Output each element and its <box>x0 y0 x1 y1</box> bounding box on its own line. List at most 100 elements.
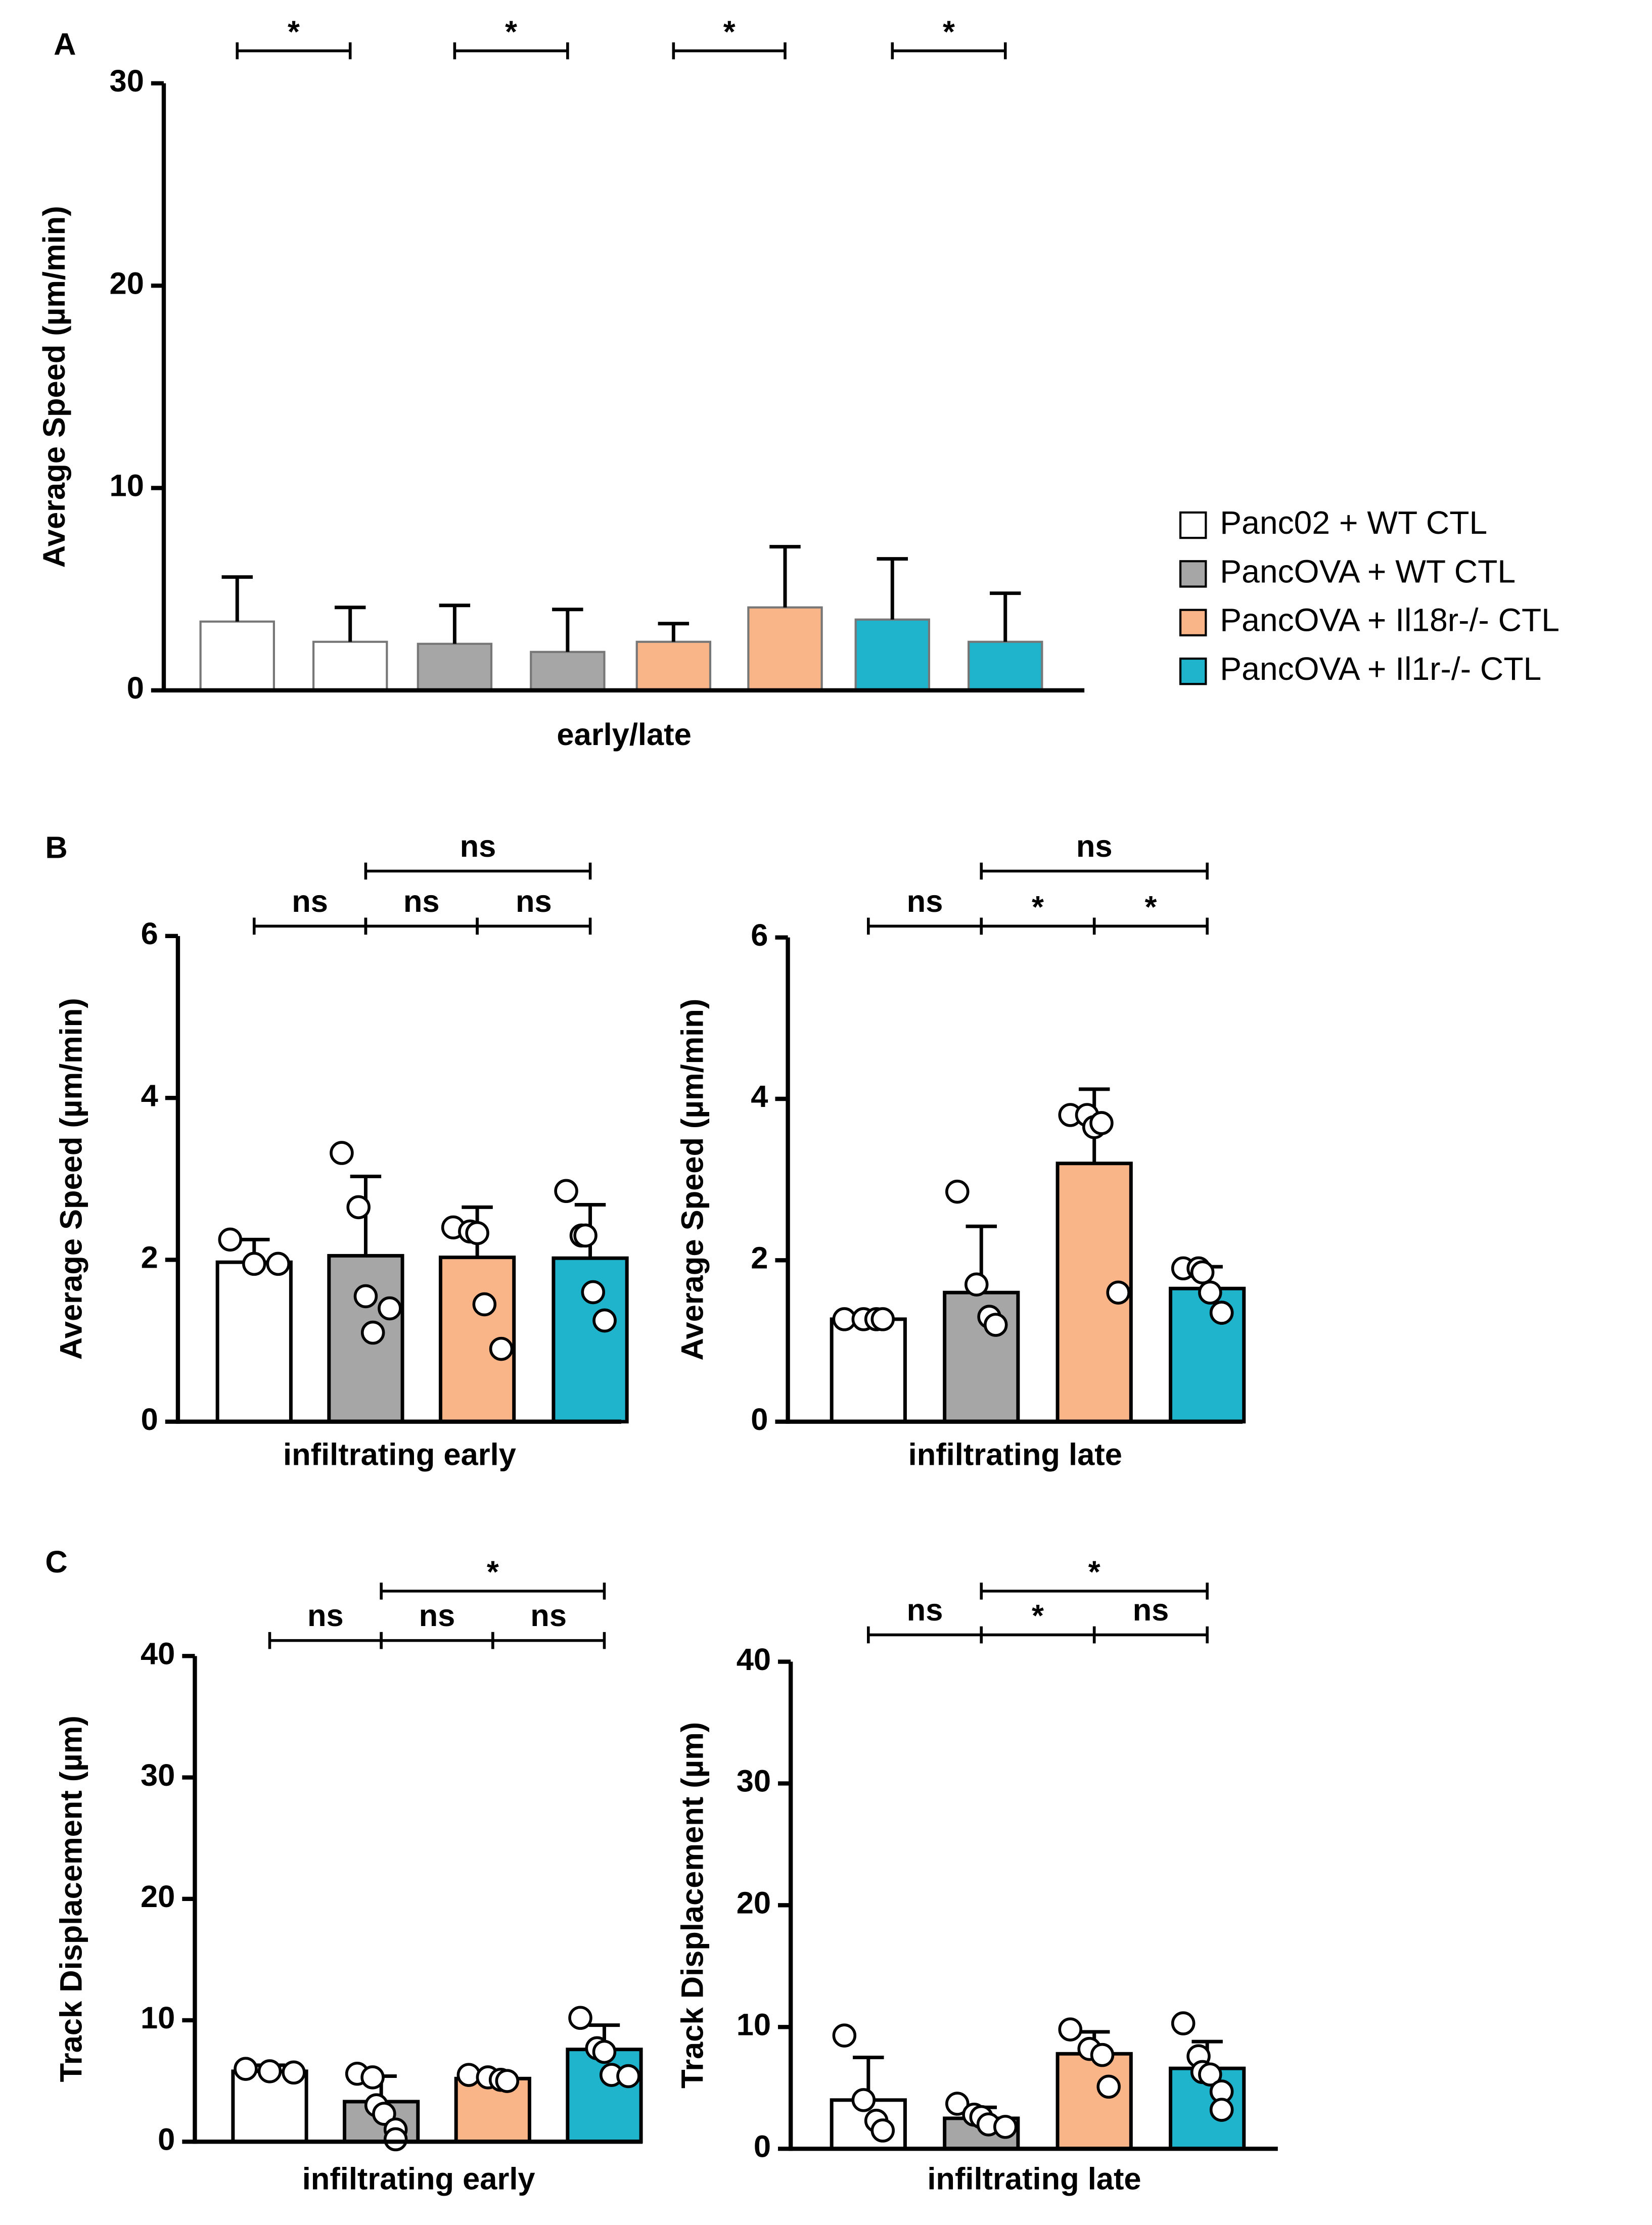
data-point <box>242 1251 266 1276</box>
data-point <box>1190 1260 1215 1285</box>
legend-swatch <box>1179 609 1207 637</box>
data-point <box>945 1179 970 1204</box>
data-point <box>1198 2062 1222 2087</box>
y-axis-label: Average Speed (µm/min) <box>675 999 710 1361</box>
significance-bracket: ns <box>364 884 479 935</box>
data-point <box>554 1179 578 1203</box>
bar <box>454 2076 531 2144</box>
bar <box>830 1317 907 1424</box>
significance-label: * <box>487 1555 499 1590</box>
data-point <box>581 1280 605 1305</box>
data-point <box>372 2102 396 2126</box>
significance-label: ns <box>460 829 496 864</box>
significance-label: * <box>1144 890 1157 924</box>
legend-swatch <box>1179 511 1207 539</box>
y-tick-label: 10 <box>110 469 144 503</box>
significance-label: ns <box>1133 1593 1169 1628</box>
data-point <box>870 1307 895 1331</box>
data-point <box>592 1308 617 1333</box>
significance-bracket: ns <box>252 884 368 935</box>
legend-swatch <box>1179 560 1207 588</box>
significance-bracket: * <box>380 1555 606 1600</box>
error-bar <box>990 591 1021 642</box>
data-point <box>378 1296 402 1321</box>
significance-label: * <box>1032 890 1044 924</box>
panel-label: C <box>45 1545 67 1580</box>
data-point <box>1171 2011 1196 2035</box>
bar <box>1056 2052 1133 2151</box>
bar <box>312 640 388 691</box>
legend-swatch <box>1179 657 1207 685</box>
significance-bracket: * <box>891 14 1007 60</box>
data-point <box>465 1221 489 1245</box>
x-axis-label: infiltrating late <box>927 2162 1141 2197</box>
significance-bracket: * <box>980 1598 1096 1644</box>
data-point <box>870 2118 895 2143</box>
significance-bracket: * <box>1092 890 1209 935</box>
significance-bracket: * <box>980 890 1096 935</box>
data-point <box>383 2127 408 2152</box>
bar <box>968 640 1043 691</box>
panel-label: A <box>54 27 76 62</box>
data-point <box>360 1320 385 1345</box>
bar <box>747 606 823 691</box>
data-point <box>945 2092 970 2116</box>
data-point <box>360 2065 385 2090</box>
significance-bracket: * <box>236 14 352 60</box>
significance-label: ns <box>307 1598 344 1633</box>
significance-label: * <box>1032 1598 1044 1633</box>
bar <box>199 620 275 691</box>
significance-label: ns <box>403 884 440 919</box>
significance-bracket: ns <box>491 1598 606 1649</box>
significance-label: ns <box>419 1598 455 1633</box>
significance-bracket: ns <box>980 829 1209 880</box>
y-tick-label: 30 <box>110 64 144 99</box>
y-tick-label: 2 <box>141 1240 158 1275</box>
data-point <box>1209 1301 1234 1325</box>
significance-bracket: ns <box>380 1598 494 1649</box>
bar <box>854 618 930 691</box>
data-point <box>218 1227 243 1252</box>
data-point <box>983 1313 1008 1337</box>
y-axis-label: Track Displacement (µm) <box>675 1722 710 2089</box>
data-point <box>1058 2017 1082 2042</box>
y-tick-label: 0 <box>158 2122 175 2157</box>
error-bar <box>334 606 366 642</box>
data-point <box>965 1272 989 1296</box>
data-point <box>993 2115 1018 2139</box>
y-tick-label: 0 <box>751 1402 768 1437</box>
data-point <box>353 1284 378 1309</box>
bar <box>1169 1286 1246 1424</box>
significance-bracket: ns <box>1092 1593 1209 1644</box>
data-point <box>851 2088 876 2112</box>
data-point <box>282 2060 306 2085</box>
y-tick-label: 0 <box>127 671 144 706</box>
y-tick-label: 2 <box>751 1241 768 1276</box>
data-point <box>1106 1280 1130 1305</box>
significance-bracket: * <box>672 14 787 60</box>
significance-bracket: ns <box>867 884 983 935</box>
significance-label: ns <box>530 1598 567 1633</box>
data-point <box>1209 2098 1234 2122</box>
data-point <box>495 2069 520 2093</box>
y-tick-label: 0 <box>141 1402 158 1437</box>
y-tick-label: 30 <box>141 1758 175 1793</box>
y-tick-label: 20 <box>737 1886 771 1921</box>
legend-text: PancOVA + WT CTL <box>1220 553 1516 589</box>
y-tick-label: 20 <box>141 1879 175 1914</box>
data-point <box>1198 1280 1222 1305</box>
y-tick-label: 4 <box>751 1079 768 1114</box>
data-point <box>832 2023 857 2048</box>
x-axis-label: infiltrating early <box>302 2162 535 2197</box>
x-axis-label: infiltrating late <box>908 1438 1122 1472</box>
significance-label: ns <box>1076 829 1113 864</box>
y-tick-label: 10 <box>737 2007 771 2042</box>
data-point <box>573 1223 598 1248</box>
significance-label: ns <box>907 884 943 919</box>
legend-text: Panc02 + WT CTL <box>1220 504 1487 541</box>
error-bar <box>658 622 690 642</box>
significance-label: * <box>505 14 517 49</box>
error-bar <box>769 545 801 608</box>
data-point <box>1090 2043 1115 2067</box>
